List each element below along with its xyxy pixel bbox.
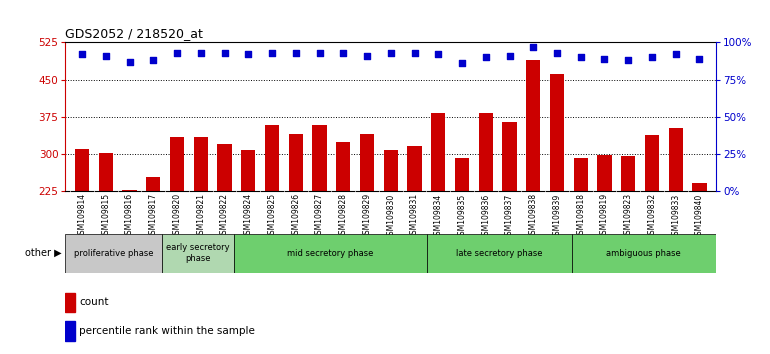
Bar bbox=[289, 134, 303, 191]
Text: count: count bbox=[79, 297, 109, 307]
Text: GSM109834: GSM109834 bbox=[434, 193, 443, 240]
Bar bbox=[65, 234, 162, 273]
Text: GSM109832: GSM109832 bbox=[648, 193, 657, 239]
Point bbox=[99, 53, 112, 59]
Bar bbox=[526, 60, 541, 191]
Point bbox=[147, 57, 159, 63]
Text: GSM109828: GSM109828 bbox=[339, 193, 348, 239]
Point bbox=[290, 50, 302, 56]
Bar bbox=[571, 234, 716, 273]
Text: mid secretory phase: mid secretory phase bbox=[287, 249, 373, 258]
Point bbox=[574, 55, 587, 60]
Bar bbox=[194, 137, 208, 191]
Text: GSM109838: GSM109838 bbox=[529, 193, 537, 239]
Text: GSM109839: GSM109839 bbox=[553, 193, 561, 240]
Point bbox=[504, 53, 516, 59]
Bar bbox=[65, 321, 75, 341]
Bar bbox=[621, 156, 635, 191]
Point bbox=[266, 50, 278, 56]
Point bbox=[670, 52, 682, 57]
Text: GSM109836: GSM109836 bbox=[481, 193, 490, 240]
Bar bbox=[162, 234, 234, 273]
Point bbox=[76, 52, 89, 57]
Bar bbox=[146, 177, 160, 191]
Text: GSM109820: GSM109820 bbox=[172, 193, 182, 239]
Bar bbox=[550, 74, 564, 191]
Text: GSM109830: GSM109830 bbox=[387, 193, 395, 240]
Point bbox=[456, 61, 468, 66]
Text: GSM109816: GSM109816 bbox=[125, 193, 134, 239]
Bar bbox=[99, 153, 113, 191]
Point bbox=[551, 50, 563, 56]
Text: percentile rank within the sample: percentile rank within the sample bbox=[79, 326, 255, 336]
Point bbox=[480, 55, 492, 60]
Point bbox=[337, 50, 350, 56]
Text: GSM109819: GSM109819 bbox=[600, 193, 609, 239]
Point bbox=[527, 44, 540, 50]
Bar bbox=[360, 134, 374, 191]
Text: GSM109821: GSM109821 bbox=[196, 193, 206, 239]
Text: proliferative phase: proliferative phase bbox=[74, 249, 153, 258]
Bar bbox=[427, 234, 571, 273]
Bar bbox=[313, 125, 326, 191]
Text: GSM109823: GSM109823 bbox=[624, 193, 633, 239]
Text: late secretory phase: late secretory phase bbox=[456, 249, 543, 258]
Text: GSM109827: GSM109827 bbox=[315, 193, 324, 239]
Bar bbox=[217, 144, 232, 191]
Bar bbox=[234, 234, 427, 273]
Bar bbox=[75, 149, 89, 191]
Point bbox=[195, 50, 207, 56]
Point bbox=[598, 56, 611, 62]
Bar bbox=[479, 113, 493, 191]
Point bbox=[361, 53, 373, 59]
Bar bbox=[692, 183, 707, 191]
Bar bbox=[407, 146, 422, 191]
Text: GSM109837: GSM109837 bbox=[505, 193, 514, 240]
Bar bbox=[336, 142, 350, 191]
Text: other ▶: other ▶ bbox=[25, 248, 62, 258]
Bar bbox=[644, 135, 659, 191]
Bar bbox=[170, 137, 184, 191]
Text: GSM109833: GSM109833 bbox=[671, 193, 680, 240]
Bar bbox=[668, 128, 683, 191]
Bar bbox=[122, 190, 137, 191]
Text: GSM109814: GSM109814 bbox=[78, 193, 86, 239]
Text: GSM109835: GSM109835 bbox=[457, 193, 467, 240]
Text: GSM109815: GSM109815 bbox=[102, 193, 110, 239]
Bar bbox=[574, 158, 588, 191]
Point bbox=[432, 52, 444, 57]
Point bbox=[693, 56, 705, 62]
Bar bbox=[383, 150, 398, 191]
Point bbox=[646, 55, 658, 60]
Text: GSM109824: GSM109824 bbox=[244, 193, 253, 239]
Text: ambiguous phase: ambiguous phase bbox=[607, 249, 681, 258]
Point bbox=[123, 59, 136, 65]
Point bbox=[622, 57, 634, 63]
Bar bbox=[455, 158, 469, 191]
Text: GSM109818: GSM109818 bbox=[576, 193, 585, 239]
Text: GSM109825: GSM109825 bbox=[267, 193, 276, 239]
Text: GSM109831: GSM109831 bbox=[410, 193, 419, 239]
Bar bbox=[598, 155, 611, 191]
Text: GSM109840: GSM109840 bbox=[695, 193, 704, 240]
Text: GSM109826: GSM109826 bbox=[291, 193, 300, 239]
Point bbox=[384, 50, 397, 56]
Text: GSM109817: GSM109817 bbox=[149, 193, 158, 239]
Text: GSM109822: GSM109822 bbox=[220, 193, 229, 239]
Bar bbox=[241, 150, 256, 191]
Point bbox=[219, 50, 231, 56]
Text: early secretory
phase: early secretory phase bbox=[166, 244, 229, 263]
Point bbox=[242, 52, 254, 57]
Point bbox=[171, 50, 183, 56]
Point bbox=[408, 50, 420, 56]
Text: GDS2052 / 218520_at: GDS2052 / 218520_at bbox=[65, 27, 203, 40]
Bar bbox=[65, 293, 75, 312]
Point bbox=[313, 50, 326, 56]
Bar bbox=[265, 125, 280, 191]
Bar bbox=[431, 113, 445, 191]
Bar bbox=[502, 122, 517, 191]
Text: GSM109829: GSM109829 bbox=[363, 193, 372, 239]
